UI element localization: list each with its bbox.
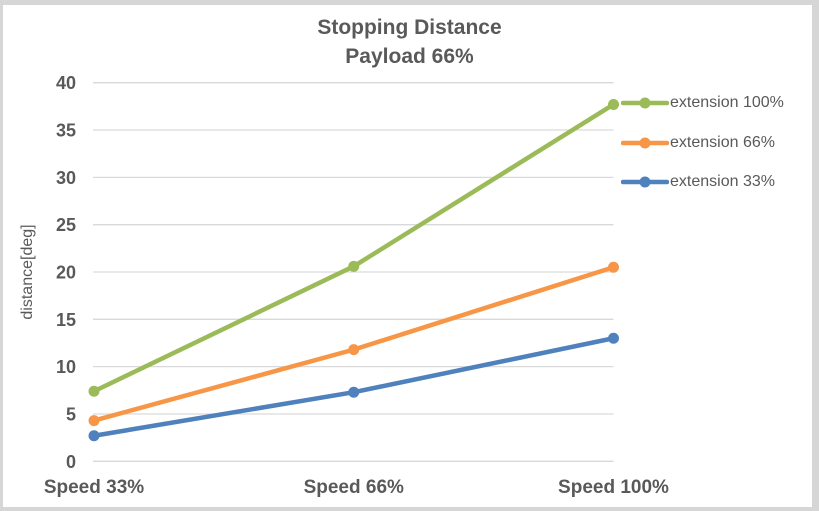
y-tick-label: 0 [66, 452, 76, 472]
legend-item-extension-33: extension 33% [621, 171, 775, 193]
data-point-marker-extension-100 [608, 98, 619, 110]
legend-label: extension 33% [670, 173, 775, 190]
legend-label: extension 66% [670, 134, 775, 151]
legend-item-extension-66: extension 66% [621, 132, 775, 154]
x-category-label: Speed 66% [304, 477, 404, 498]
y-tick-label: 20 [56, 263, 76, 283]
chart-title-line1: Stopping Distance [317, 16, 502, 39]
data-point-marker-extension-33 [608, 332, 619, 344]
data-point-marker-extension-66 [88, 415, 100, 427]
chart-title: Stopping Distance Payload 66% [0, 13, 819, 71]
y-tick-label: 25 [56, 215, 76, 235]
data-point-marker-extension-33 [348, 386, 360, 398]
data-point-marker-extension-100 [348, 260, 360, 272]
data-point-marker-extension-33 [88, 430, 100, 442]
chart-canvas [3, 5, 812, 507]
y-tick-label: 40 [56, 73, 76, 93]
y-tick-label: 15 [56, 310, 76, 330]
x-category-label: Speed 100% [558, 477, 669, 498]
data-point-marker-extension-66 [348, 344, 360, 356]
legend-item-extension-100: extension 100% [621, 92, 784, 114]
data-point-marker-extension-66 [608, 261, 619, 273]
chart-title-line2: Payload 66% [345, 45, 474, 68]
legend-marker-extension-100 [621, 97, 669, 109]
y-tick-label: 35 [56, 121, 76, 141]
y-tick-label: 30 [56, 168, 76, 188]
y-tick-label: 5 [66, 404, 76, 424]
y-tick-label: 10 [56, 357, 76, 377]
legend-marker-extension-66 [621, 137, 669, 149]
data-point-marker-extension-100 [88, 385, 100, 397]
x-category-label: Speed 33% [44, 477, 144, 498]
legend-marker-extension-33 [621, 176, 669, 188]
legend-label: extension 100% [670, 94, 784, 111]
